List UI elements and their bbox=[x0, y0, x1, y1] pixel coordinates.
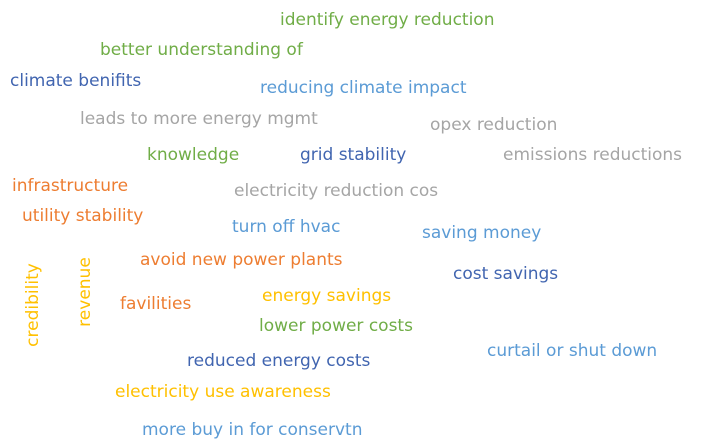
word: more buy in for conservtn bbox=[142, 420, 362, 440]
word: grid stability bbox=[300, 145, 406, 165]
word: lower power costs bbox=[259, 316, 413, 336]
word: climate benifits bbox=[10, 71, 141, 91]
word: electricity use awareness bbox=[115, 382, 331, 402]
word: opex reduction bbox=[430, 115, 557, 135]
word: electricity reduction cos bbox=[234, 181, 438, 201]
word: better understanding of bbox=[100, 40, 304, 60]
word: avoid new power plants bbox=[140, 250, 343, 270]
word: credibility bbox=[23, 263, 43, 347]
word: favilities bbox=[120, 294, 191, 314]
word: curtail or shut down bbox=[487, 341, 657, 361]
word: emissions reductions bbox=[503, 145, 682, 165]
word: cost savings bbox=[453, 264, 558, 284]
word: reduced energy costs bbox=[187, 351, 371, 371]
word: saving money bbox=[422, 223, 541, 243]
word: leads to more energy mgmt bbox=[80, 109, 318, 129]
word: energy savings bbox=[262, 286, 391, 306]
word: infrastructure bbox=[12, 176, 128, 196]
word: turn off hvac bbox=[232, 217, 340, 237]
word: utility stability bbox=[22, 206, 143, 226]
word: identify energy reduction bbox=[280, 10, 494, 30]
word: reducing climate impact bbox=[260, 78, 467, 98]
word: revenue bbox=[75, 257, 95, 327]
word: knowledge bbox=[147, 145, 239, 165]
